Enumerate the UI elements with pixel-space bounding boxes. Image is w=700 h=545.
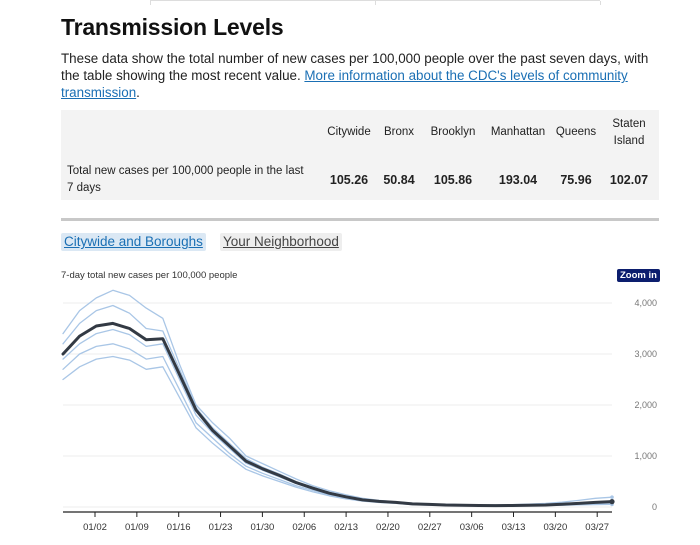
- x-tick-label: 02/20: [376, 522, 400, 533]
- x-tick-label: 01/23: [209, 522, 233, 533]
- x-tick-label: 03/13: [502, 522, 526, 533]
- chart-gridlines: [63, 302, 612, 508]
- x-tick-label: 01/16: [167, 522, 191, 533]
- top-tab-strip: [150, 0, 601, 5]
- cdc-levels-link[interactable]: More information about the CDC's levels …: [61, 68, 628, 100]
- transmission-table: Citywide Bronx Brooklyn Manhattan Queens…: [61, 110, 659, 200]
- series-line-borough: [62, 328, 613, 507]
- row-label: Total new cases per 100,000 people in th…: [67, 165, 304, 194]
- x-tick-label: 01/02: [83, 522, 107, 533]
- x-tick-label: 02/13: [334, 522, 358, 533]
- value-staten-island: 102.07: [609, 173, 649, 187]
- header-citywide: Citywide: [327, 126, 371, 138]
- chart-y-ticks: 0 1,000 2,000 3,000 4,000: [634, 298, 657, 512]
- x-tick-label: 03/06: [460, 522, 484, 533]
- x-tick-label: 02/27: [418, 522, 442, 533]
- header-queens: Queens: [555, 126, 597, 138]
- x-tick-label: 01/09: [125, 522, 149, 533]
- page-title: Transmission Levels: [61, 14, 284, 40]
- y-tick-label: 2,000: [634, 400, 657, 410]
- chart-x-axis: 01/02 01/09 01/16 01/23 01/30 02/06 02/13 02/20…: [63, 511, 612, 533]
- x-tick-label: 01/30: [251, 522, 275, 533]
- y-tick-label: 1,000: [634, 451, 657, 461]
- header-bronx: Bronx: [383, 126, 415, 138]
- y-tick-label: 0: [652, 502, 657, 512]
- header-manhattan: Manhattan: [490, 126, 546, 138]
- section-divider: [61, 218, 659, 221]
- tab-citywide-and-boroughs[interactable]: Citywide and Boroughs: [61, 233, 206, 251]
- intro-suffix: .: [136, 85, 140, 100]
- y-tick-label: 4,000: [634, 298, 657, 308]
- x-tick-label: 02/06: [292, 522, 316, 533]
- intro-paragraph: These data show the total number of new …: [61, 50, 651, 101]
- value-brooklyn: 105.86: [433, 173, 473, 187]
- x-tick-label: 03/20: [543, 522, 567, 533]
- value-bronx: 50.84: [383, 173, 415, 187]
- series-end-point: [609, 499, 615, 505]
- y-tick-label: 3,000: [634, 349, 657, 359]
- value-queens: 75.96: [560, 173, 592, 187]
- header-brooklyn: Brooklyn: [430, 126, 476, 138]
- chart-series: [61, 289, 615, 508]
- series-line-borough: [62, 289, 613, 506]
- intro-text: These data show the total number of new …: [61, 51, 649, 83]
- tab-your-neighborhood[interactable]: Your Neighborhood: [220, 233, 342, 251]
- chart-title: 7-day total new cases per 100,000 people: [61, 270, 238, 281]
- value-manhattan: 193.04: [498, 173, 538, 187]
- value-citywide: 105.26: [329, 173, 369, 187]
- x-tick-label: 03/27: [585, 522, 609, 533]
- zoom-in-button[interactable]: Zoom in: [617, 269, 660, 282]
- series-end-point: [610, 495, 614, 499]
- series-line-borough: [62, 355, 613, 507]
- series-line-citywide: [61, 321, 614, 508]
- header-staten-island: Staten Island: [612, 118, 646, 147]
